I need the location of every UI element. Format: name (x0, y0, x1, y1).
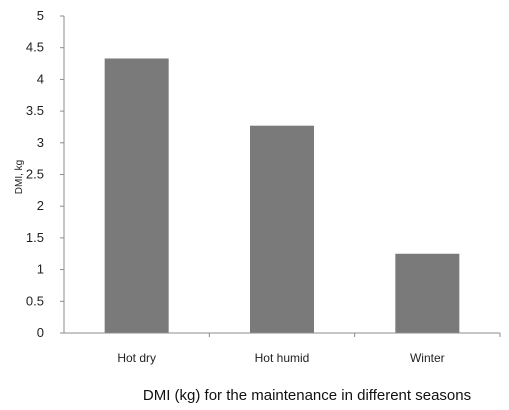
axes (63, 16, 500, 334)
bar-hot-humid (250, 125, 314, 333)
y-tick-label: 4.5 (26, 40, 44, 55)
x-axis-title: DMI (kg) for the maintenance in differen… (143, 387, 471, 404)
y-tick-label: 1.5 (26, 230, 44, 245)
y-tick-label: 5 (37, 8, 44, 23)
bars (104, 58, 460, 334)
x-category-label: Winter (410, 351, 445, 365)
x-category-label: Hot dry (117, 351, 156, 365)
y-axis-title: DMI, kg (14, 160, 25, 194)
x-axis-category-labels: Hot dry Hot humid Winter (117, 333, 501, 365)
y-tick-label: 1 (37, 262, 44, 277)
y-tick-label: 0.5 (26, 293, 44, 308)
x-category-label: Hot humid (255, 351, 310, 365)
y-tick-label: 2 (37, 198, 44, 213)
bar-winter (395, 253, 460, 333)
y-tick-label: 3.5 (26, 103, 44, 118)
y-tick-label: 3 (37, 135, 44, 150)
y-tick-label: 0 (37, 325, 44, 340)
bar-hot-dry (104, 58, 169, 334)
y-tick-label: 4 (37, 71, 44, 86)
y-tick-label: 2.5 (26, 167, 44, 182)
y-axis-ticks: 0 0.5 1 1.5 2 2.5 3 3.5 4 4.5 5 (26, 8, 64, 340)
